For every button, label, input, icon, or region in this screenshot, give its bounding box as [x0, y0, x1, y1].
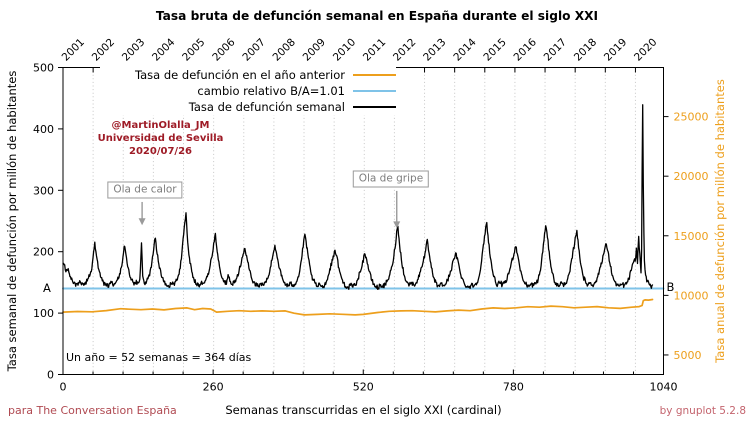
x-top-year-label: 2011	[361, 36, 388, 63]
series-line	[62, 104, 654, 291]
y-right-tick-label: 15000	[674, 230, 709, 243]
year-gridlines	[92, 67, 636, 375]
y-left-tick-label: 100	[33, 307, 54, 320]
legend-entry-relative-change: cambio relativo B/A=1.01	[100, 83, 396, 99]
marker-a-label: A	[43, 281, 51, 296]
x-top-year-label: 2003	[120, 36, 147, 63]
annotation-arrows	[138, 190, 401, 229]
x-bottom-tick-label: 520	[353, 381, 374, 394]
marker-b-label: B	[666, 280, 675, 295]
legend-entry-previous-year: Tasa de defunción en el año anterior	[100, 67, 396, 83]
x-bottom-tick-label: 780	[503, 381, 524, 394]
y-right-tick-label: 10000	[674, 289, 709, 302]
annotation-heat-wave: Ola de calor	[107, 181, 183, 199]
y-left-axis-label: Tasa semanal de defunción por millón de …	[5, 71, 19, 373]
legend-label: Tasa de defunción en el año anterior	[135, 68, 345, 82]
x-top-year-label: 2001	[60, 36, 87, 63]
x-top-year-label: 2002	[90, 36, 117, 63]
x-top-year-label: 2016	[512, 36, 540, 64]
legend-entry-weekly-rate: Tasa de defunción semanal	[100, 99, 396, 115]
x-bottom-tick-label: 1040	[650, 381, 678, 394]
x-top-year-label: 2005	[180, 36, 207, 63]
x-top-year-label: 2015	[481, 36, 508, 63]
legend-label: Tasa de defunción semanal	[188, 100, 345, 114]
footer-gnuplot-credit: by gnuplot 5.2.8	[659, 405, 746, 417]
x-top-year-label: 2018	[572, 36, 599, 63]
annotation-arrowhead	[393, 221, 401, 229]
y-left-tick-label: 400	[33, 123, 54, 136]
y-right-axis-label: Tasa anual de defunción por millón de ha…	[713, 79, 727, 364]
x-top-year-label: 2013	[421, 36, 448, 63]
legend-line-swatch-black	[353, 106, 396, 108]
x-top-year-label: 2019	[602, 36, 629, 63]
legend-label: cambio relativo B/A=1.01	[197, 84, 345, 98]
y-right-tick-label: 5000	[674, 349, 702, 362]
x-top-year-label: 2020	[632, 36, 659, 63]
legend: Tasa de defunción en el año anterior cam…	[100, 67, 396, 115]
series-lines	[62, 104, 665, 316]
x-axis-label: Semanas transcurridas en el siglo XXI (c…	[225, 403, 502, 417]
x-top-year-label: 2014	[451, 36, 479, 64]
year-definition-note: Un año = 52 semanas = 364 días	[66, 351, 252, 364]
legend-line-swatch-blue	[353, 90, 396, 92]
annotation-flu-wave: Ola de gripe	[352, 170, 430, 188]
y-right-tick-label: 25000	[674, 111, 709, 124]
x-top-year-label: 2004	[150, 36, 178, 64]
annotation-arrowhead	[138, 218, 146, 226]
footer-publication: para The Conversation España	[8, 404, 177, 417]
y-left-tick-label: 200	[33, 246, 54, 259]
x-top-year-label: 2012	[391, 36, 418, 63]
y-left-tick-label: 500	[33, 62, 54, 75]
series-line	[62, 298, 654, 316]
y-left-tick-label: 300	[33, 184, 54, 197]
chart-title: Tasa bruta de defunción semanal en Españ…	[155, 9, 599, 23]
attribution-institution: Universidad de Sevilla	[97, 133, 224, 144]
x-top-year-label: 2008	[271, 36, 298, 63]
x-bottom-tick-label: 260	[203, 381, 224, 394]
legend-line-swatch-orange	[353, 74, 396, 76]
attribution: @MartinOlalla_JM Universidad de Sevilla …	[88, 119, 233, 158]
attribution-handle: @MartinOlalla_JM	[111, 120, 210, 131]
x-top-year-label: 2010	[331, 36, 358, 63]
x-top-year-label: 2006	[210, 36, 238, 64]
x-top-year-label: 2017	[542, 36, 569, 63]
y-left-tick-label: 0	[47, 369, 54, 382]
x-top-year-label: 2009	[301, 36, 328, 63]
x-top-year-label: 2007	[240, 36, 267, 63]
attribution-date: 2020/07/26	[129, 146, 192, 157]
x-bottom-tick-label: 0	[60, 381, 67, 394]
y-right-tick-label: 20000	[674, 170, 709, 183]
